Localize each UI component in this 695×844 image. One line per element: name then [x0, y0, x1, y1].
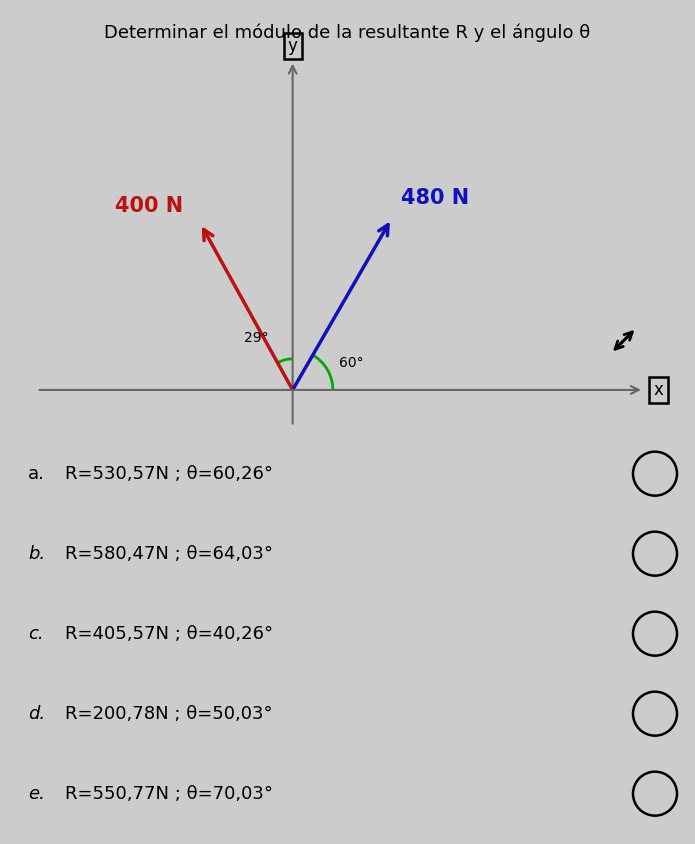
- Text: R=530,57N ; θ=60,26°: R=530,57N ; θ=60,26°: [65, 465, 273, 483]
- Text: c.: c.: [28, 625, 44, 642]
- Text: 60°: 60°: [339, 355, 363, 370]
- Text: 480 N: 480 N: [401, 188, 469, 208]
- Text: R=200,78N ; θ=50,03°: R=200,78N ; θ=50,03°: [65, 705, 272, 722]
- Text: 29°: 29°: [244, 332, 268, 345]
- Text: R=580,47N ; θ=64,03°: R=580,47N ; θ=64,03°: [65, 544, 273, 563]
- Text: a.: a.: [28, 465, 45, 483]
- Text: 400 N: 400 N: [115, 197, 183, 216]
- Text: R=550,77N ; θ=70,03°: R=550,77N ; θ=70,03°: [65, 785, 273, 803]
- Text: R=405,57N ; θ=40,26°: R=405,57N ; θ=40,26°: [65, 625, 273, 642]
- Text: y: y: [288, 37, 297, 55]
- Text: d.: d.: [28, 705, 45, 722]
- Text: Determinar el módulo de la resultante R y el ángulo θ: Determinar el módulo de la resultante R …: [104, 24, 591, 42]
- Text: e.: e.: [28, 785, 45, 803]
- Text: x: x: [653, 381, 663, 399]
- Text: b.: b.: [28, 544, 45, 563]
